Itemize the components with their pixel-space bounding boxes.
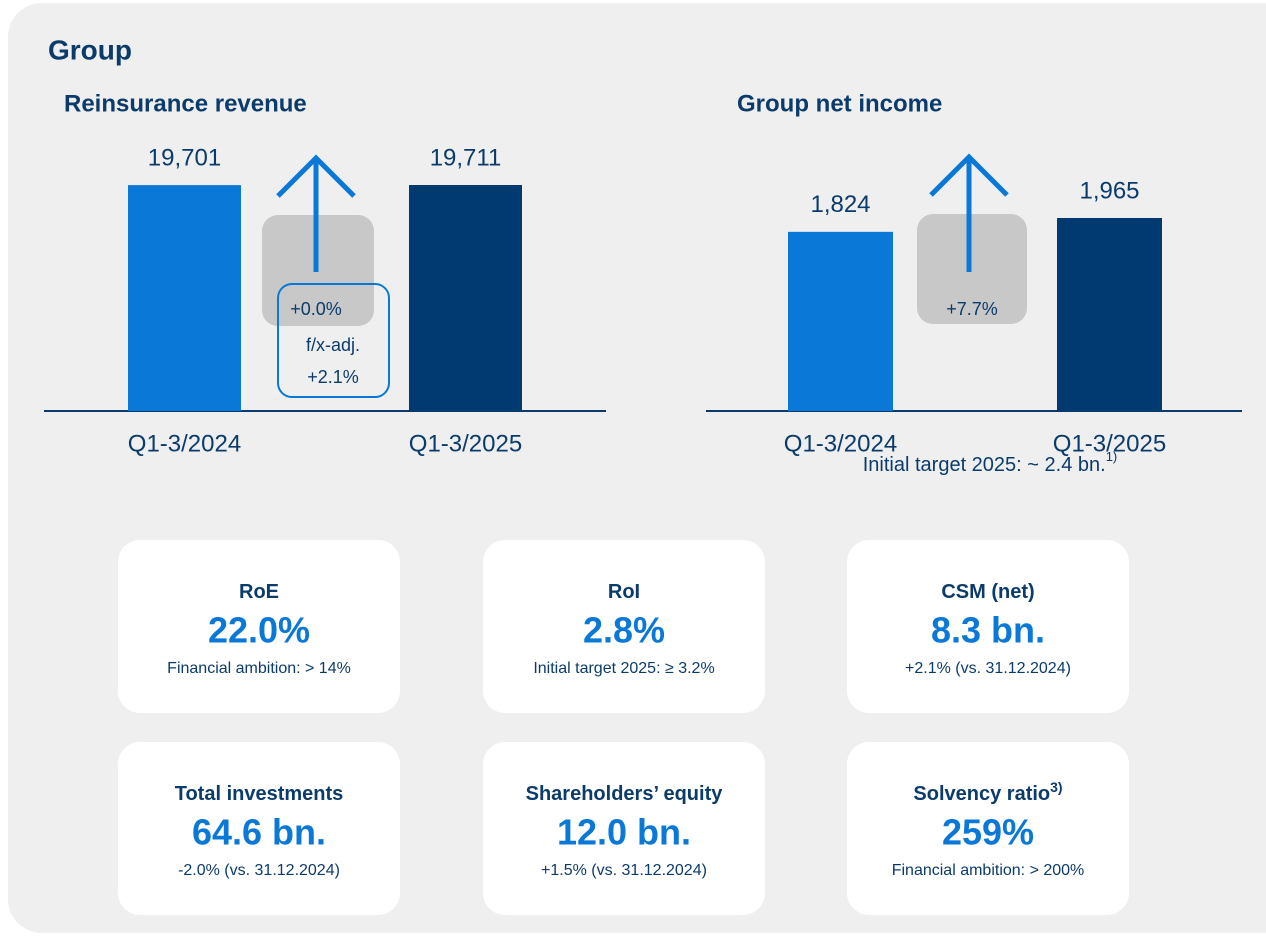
change-box <box>917 214 1027 324</box>
arrow <box>276 154 356 272</box>
kpi-value: 2.8% <box>583 610 665 651</box>
kpi-title-ref: 3) <box>1050 779 1062 795</box>
change-label: +0.0% <box>290 299 342 319</box>
change-label: +7.7% <box>946 299 998 319</box>
kpi-card <box>847 742 1129 915</box>
kpi-title-text: Total investments <box>175 783 344 805</box>
category-label: Q1-3/2025 <box>409 430 522 457</box>
kpi-title: CSM (net) <box>941 581 1034 603</box>
kpi-card <box>483 540 765 713</box>
kpi-note: Financial ambition: > 200% <box>892 862 1085 879</box>
footnote: Initial target 2025: ~ 2.4 bn.1) <box>863 449 1118 476</box>
value-label: 1,965 <box>1079 177 1139 204</box>
kpi-note: +2.1% (vs. 31.12.2024) <box>905 660 1071 677</box>
value-label: 19,701 <box>148 144 221 171</box>
footnote-text: Initial target 2025: ~ 2.4 bn. <box>863 454 1106 476</box>
page-title: Group <box>48 34 132 65</box>
value-label: 19,711 <box>430 144 502 171</box>
kpi-note: +1.5% (vs. 31.12.2024) <box>541 862 707 879</box>
kpi-value: 12.0 bn. <box>557 812 691 853</box>
bar <box>1057 218 1162 411</box>
kpi-note: -2.0% (vs. 31.12.2024) <box>178 862 340 879</box>
kpi-title-text: CSM (net) <box>941 581 1034 603</box>
kpi-title: Total investments <box>175 783 344 805</box>
value-label: 1,824 <box>810 191 870 218</box>
arrow <box>929 153 1009 272</box>
kpi-title: Shareholders’ equity <box>526 783 724 805</box>
kpi-title: Solvency ratio3) <box>913 779 1062 806</box>
footnote-ref: 1) <box>1106 449 1118 464</box>
kpi-note: Initial target 2025: ≥ 3.2% <box>533 660 714 677</box>
kpi-card <box>847 540 1129 713</box>
fx-box <box>277 283 390 398</box>
bar <box>788 231 893 411</box>
chart-title: Group net income <box>737 90 942 117</box>
fx-label: +2.1% <box>307 367 359 387</box>
kpi-value: 259% <box>942 812 1034 853</box>
bar <box>409 185 522 411</box>
chart-title: Reinsurance revenue <box>64 90 307 117</box>
kpi-title: RoE <box>239 581 279 603</box>
kpi-title-text: Solvency ratio <box>913 783 1050 805</box>
kpi-card <box>118 540 400 713</box>
kpi-title-text: RoE <box>239 581 279 603</box>
kpi-card <box>118 742 400 915</box>
category-label: Q1-3/2024 <box>784 430 897 457</box>
kpi-value: 64.6 bn. <box>192 812 326 853</box>
fx-title: f/x-adj. <box>306 335 360 355</box>
category-label: Q1-3/2024 <box>128 430 241 457</box>
kpi-value: 22.0% <box>208 610 310 651</box>
kpi-card <box>483 742 765 915</box>
bar <box>128 185 241 411</box>
kpi-note: Financial ambition: > 14% <box>167 660 351 677</box>
kpi-value: 8.3 bn. <box>931 610 1045 651</box>
category-label: Q1-3/2025 <box>1053 430 1166 457</box>
kpi-title-text: RoI <box>608 581 640 603</box>
kpi-title: RoI <box>608 581 640 603</box>
kpi-title-text: Shareholders’ equity <box>526 783 724 805</box>
